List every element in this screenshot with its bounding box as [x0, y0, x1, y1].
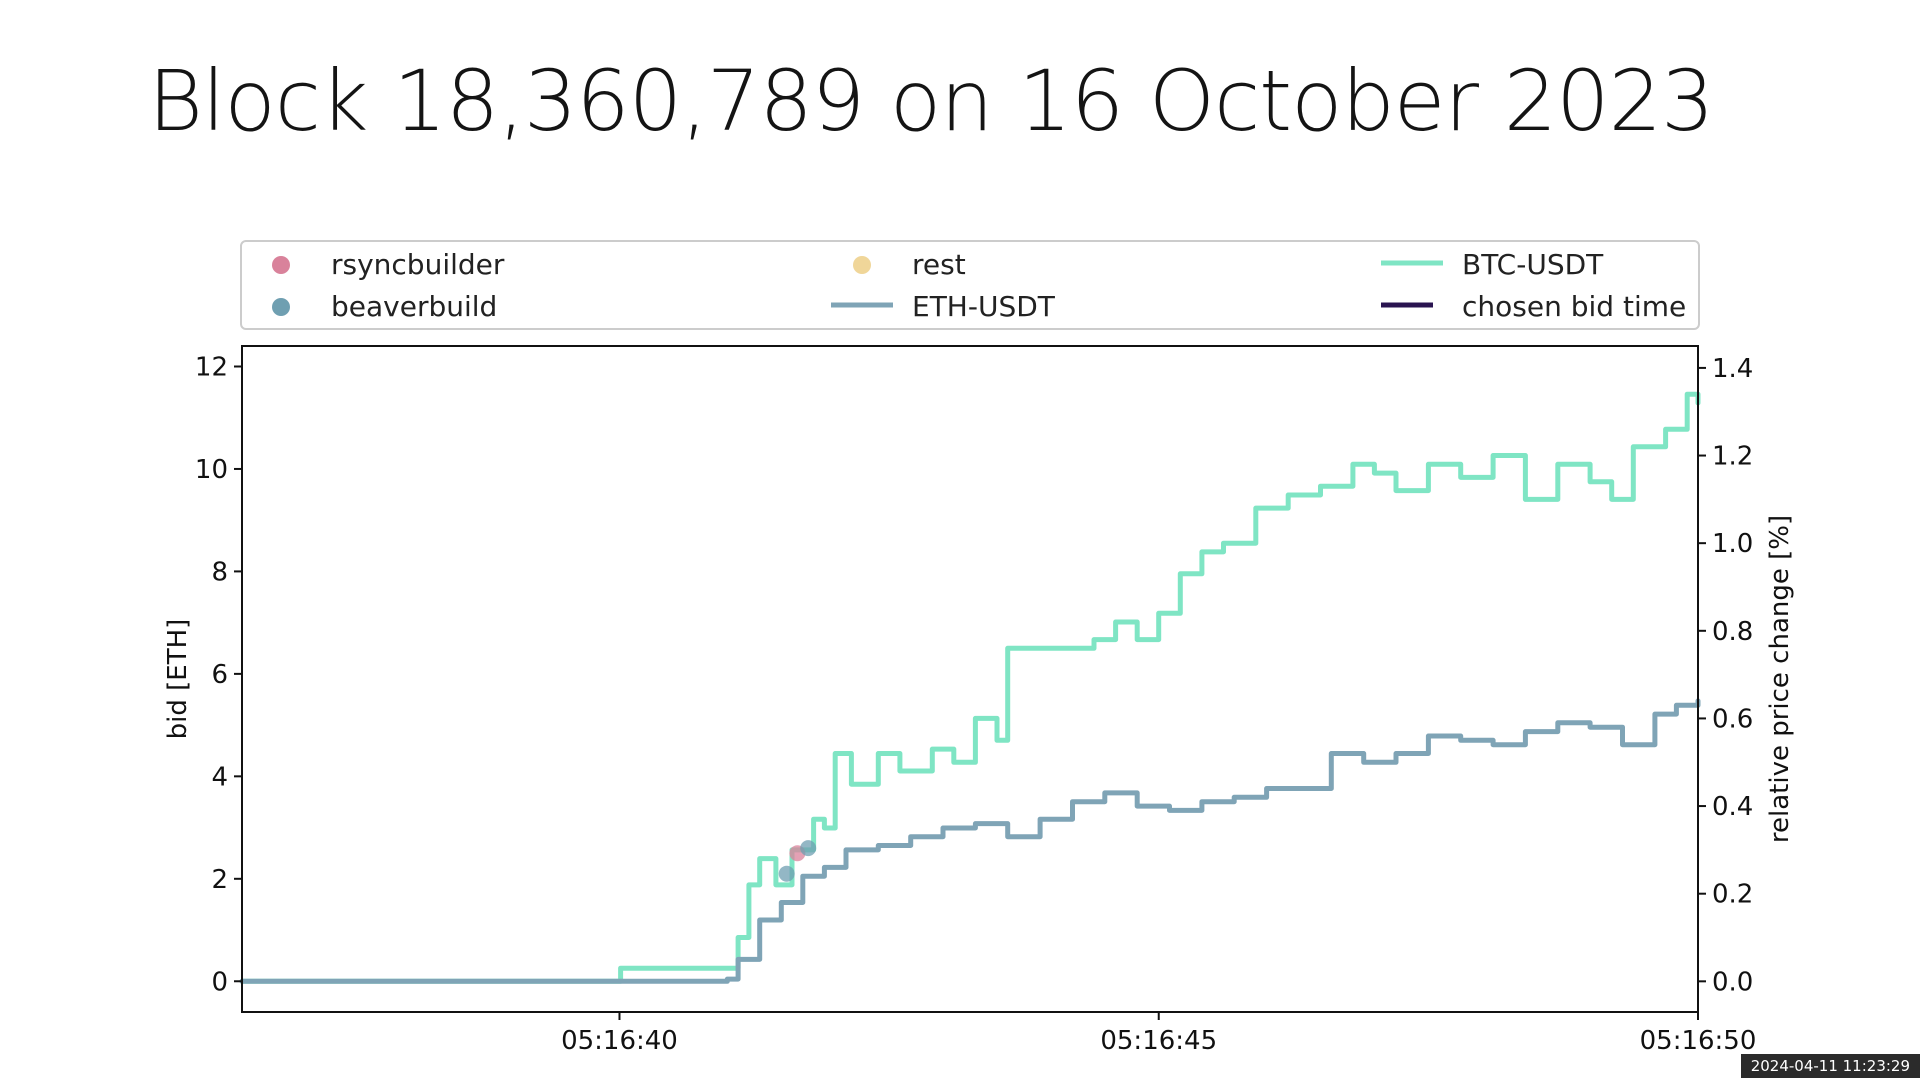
y-right-tick-label: 1.2 [1712, 442, 1753, 472]
y-left-tick-label: 8 [211, 557, 228, 587]
legend-frame [240, 240, 1700, 330]
bid-point-beaverbuild [800, 840, 817, 857]
legend-label-chosen-bid-time: chosen bid time [1462, 290, 1686, 323]
bid-point-beaverbuild [778, 865, 795, 882]
y-left-tick-label: 6 [211, 660, 228, 690]
y-axis-label-right: relative price change [%] [1765, 515, 1795, 843]
y-left-tick-label: 10 [195, 455, 228, 485]
legend-label-beaverbuild: beaverbuild [331, 290, 497, 323]
y-right-tick-label: 0.0 [1712, 967, 1753, 997]
legend-marker-beaverbuild [272, 298, 290, 316]
series-line-eth-usdt [239, 698, 1701, 984]
y-right-tick-label: 0.8 [1712, 617, 1753, 647]
legend-marker-rest [853, 256, 871, 274]
y-left-tick-label: 4 [211, 762, 228, 792]
y-right-tick-label: 0.6 [1712, 704, 1753, 734]
y-left-tick-label: 2 [211, 865, 228, 895]
y-right-tick-label: 0.4 [1712, 792, 1753, 822]
x-tick-label: 05:16:45 [1100, 1026, 1217, 1056]
page-title: Block 18,360,789 on 16 October 2023 [148, 52, 1714, 150]
screenshot-timestamp: 2024-04-11 11:23:29 [1740, 1054, 1920, 1078]
y-axis-label-left: bid [ETH] [163, 619, 193, 740]
legend-marker-rsyncbuilder [272, 256, 290, 274]
plot-frame [241, 345, 1699, 1013]
series-line-btc-usdt [239, 391, 1701, 984]
series-layer [239, 391, 1701, 984]
legend: rsyncbuilder beaverbuild rest ETH-USDT B… [240, 240, 1700, 330]
y-right-tick-label: 1.0 [1712, 529, 1753, 559]
legend-label-eth-usdt: ETH-USDT [912, 290, 1056, 323]
ticks-layer: 05:16:40 05:16:45 05:16:50 0 2 4 6 8 10 12 0.0 0.2 0… [195, 352, 1756, 1056]
x-tick-label: 05:16:50 [1640, 1026, 1757, 1056]
legend-label-rsyncbuilder: rsyncbuilder [331, 248, 505, 281]
legend-label-rest: rest [912, 248, 966, 281]
y-right-tick-label: 0.2 [1712, 880, 1753, 910]
y-right-tick-label: 1.4 [1712, 354, 1753, 384]
x-tick-label: 05:16:40 [561, 1026, 678, 1056]
legend-label-btc-usdt: BTC-USDT [1462, 248, 1604, 281]
y-left-tick-label: 12 [195, 352, 228, 382]
y-left-tick-label: 0 [211, 967, 228, 997]
bids-layer [778, 840, 817, 882]
